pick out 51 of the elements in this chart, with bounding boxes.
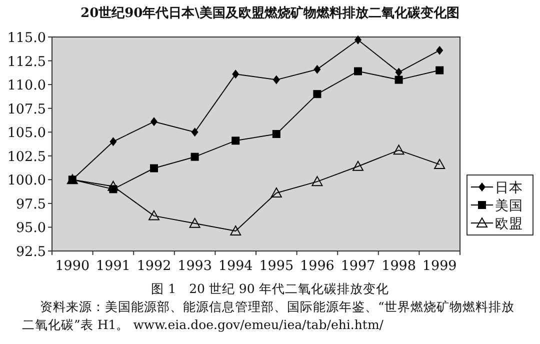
x-tick-label: 1997 — [340, 258, 376, 274]
point — [352, 160, 364, 171]
point — [394, 76, 403, 84]
x-tick-label: 1990 — [55, 258, 90, 274]
point — [436, 66, 444, 74]
x-tick-label: 1992 — [136, 258, 172, 274]
caption: 图 1 20 世纪 90 年代二氧化碳排放变化 — [150, 280, 390, 298]
y-tick-label: 102.5 — [7, 148, 46, 165]
x-tick-label: 1994 — [218, 258, 253, 274]
point — [436, 46, 444, 55]
x-tick-label: 1993 — [178, 258, 212, 274]
y-tick-label: 100.0 — [7, 172, 46, 189]
x-tick-label: 1995 — [259, 258, 294, 274]
point — [395, 68, 402, 77]
y-tick-label: 95.0 — [16, 220, 46, 236]
point — [150, 164, 158, 172]
y-tick-label: 107.5 — [7, 101, 46, 118]
point — [312, 176, 323, 186]
point — [270, 187, 282, 198]
point — [232, 70, 240, 79]
x-tick-label: 1998 — [382, 258, 416, 274]
point — [150, 117, 158, 126]
legend-label: 日本 — [495, 180, 523, 196]
y-tick-label: 97.5 — [16, 196, 46, 212]
point — [434, 158, 446, 169]
x-tick-label: 1991 — [96, 258, 130, 274]
point — [313, 90, 322, 98]
y-tick-label: 110.0 — [7, 78, 46, 94]
point — [191, 128, 198, 137]
point — [110, 137, 117, 146]
y-tick-label: 115.0 — [7, 30, 46, 46]
x-tick-label: 1999 — [422, 258, 457, 274]
point — [272, 75, 280, 84]
point — [354, 35, 362, 44]
chart-title: 20世纪90年代日本\美国及欧盟燃烧矿物燃料排放二氧化碳变化图 — [80, 5, 460, 21]
x-tick-label: 1996 — [300, 258, 334, 274]
y-tick-label: 112.5 — [7, 54, 46, 70]
legend-label: 欧盟 — [495, 216, 523, 232]
point — [148, 210, 160, 220]
point — [272, 130, 280, 138]
point — [393, 144, 404, 155]
point — [232, 136, 240, 145]
text: 资料来源：美国能源部、能源信息管理部、国际能源年鉴、“世界燃烧矿物燃料排放二氧化碳”表 H1。 www.eia.doe.gov/emeu/iea/tab/ehi.htm/ — [22, 298, 516, 334]
point — [354, 67, 362, 76]
point — [230, 226, 242, 236]
point — [314, 64, 321, 74]
y-tick-label: 105.0 — [7, 125, 46, 142]
point — [189, 218, 200, 228]
point — [190, 152, 199, 161]
legend-label: 美国 — [495, 198, 523, 214]
y-tick-label: 92.5 — [16, 244, 46, 260]
